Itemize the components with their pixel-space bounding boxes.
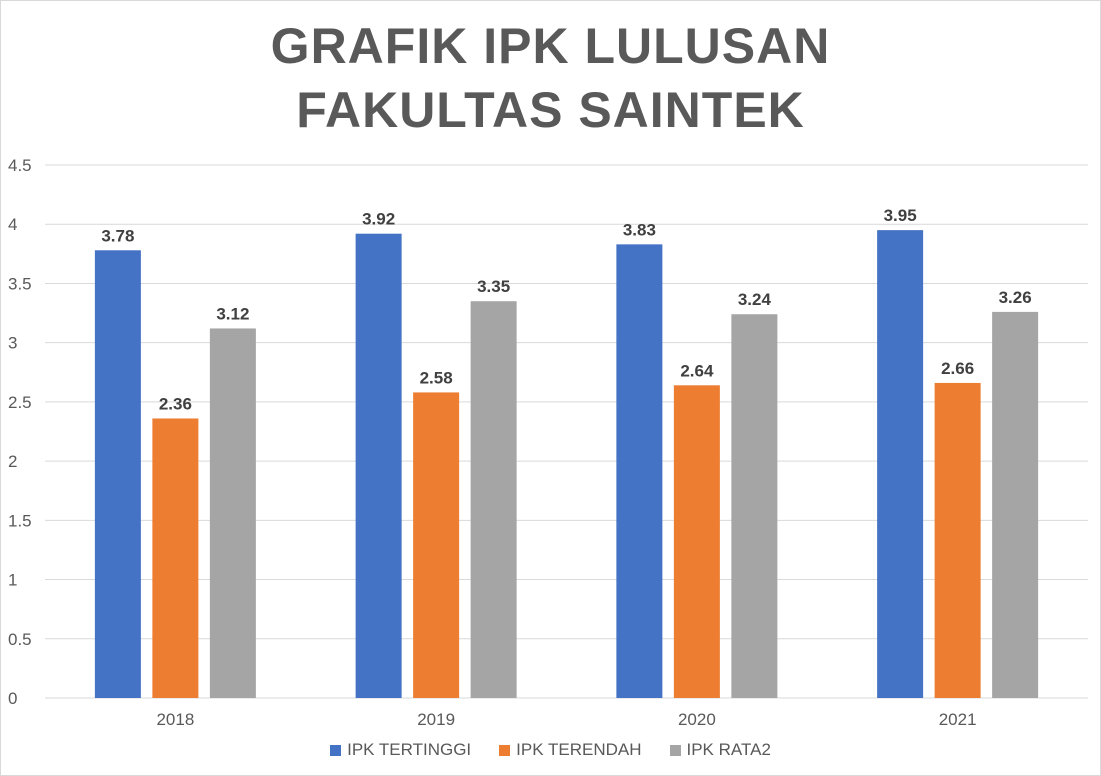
data-label: 3.83	[623, 220, 656, 239]
bar	[413, 392, 460, 698]
bar	[934, 382, 981, 698]
data-label: 2.64	[680, 361, 714, 380]
bar	[992, 311, 1039, 698]
chart-title: GRAFIK IPK LULUSAN FAKULTAS SAINTEK	[0, 14, 1101, 142]
x-tick-label: 2018	[156, 710, 194, 729]
y-tick-label: 0.5	[8, 630, 32, 649]
legend-swatch	[499, 744, 511, 756]
gridlines	[45, 164, 1088, 699]
data-label: 3.95	[884, 206, 917, 225]
data-label: 2.58	[420, 368, 453, 387]
bar	[877, 230, 924, 698]
legend-swatch	[330, 744, 342, 756]
bar	[731, 314, 778, 698]
y-tick-label: 1	[8, 571, 17, 590]
y-tick-label: 3	[8, 334, 17, 353]
data-label: 3.12	[216, 304, 249, 323]
y-tick-label: 4.5	[8, 156, 32, 175]
x-axis-ticks: 2018 2019 2020 2021	[156, 710, 976, 729]
y-tick-label: 1.5	[8, 511, 32, 530]
bar	[616, 244, 663, 698]
x-tick-label: 2019	[417, 710, 455, 729]
data-label: 3.26	[999, 288, 1032, 307]
legend-label: IPK TERENDAH	[516, 740, 642, 759]
y-axis-ticks: 0 0.5 1 1.5 2 2.5 3 3.5 4 4.5	[8, 156, 32, 708]
legend-item: IPK RATA2	[669, 740, 771, 760]
y-tick-label: 2.5	[8, 393, 32, 412]
legend-item: IPK TERTINGGI	[330, 740, 471, 760]
data-label: 2.36	[159, 394, 192, 413]
bar	[355, 233, 402, 698]
bar	[470, 301, 517, 698]
x-tick-label: 2021	[939, 710, 977, 729]
legend-label: IPK RATA2	[686, 740, 771, 759]
y-tick-label: 0	[8, 689, 17, 708]
chart-title-line-1: GRAFIK IPK LULUSAN	[270, 18, 831, 74]
data-label: 3.78	[101, 226, 134, 245]
x-tick-label: 2020	[678, 710, 716, 729]
data-label: 2.66	[941, 359, 974, 378]
chart-title-line-2: FAKULTAS SAINTEK	[296, 82, 805, 138]
y-tick-label: 3.5	[8, 274, 32, 293]
bar	[152, 418, 199, 698]
chart-legend: IPK TERTINGGI IPK TERENDAH IPK RATA2	[0, 740, 1101, 760]
y-tick-label: 4	[8, 215, 17, 234]
bar	[673, 385, 720, 698]
data-labels: 3.78 2.36 3.12 3.92 2.58 3.35 3.83 2.64 3.24 3.95…	[101, 206, 1031, 413]
legend-item: IPK TERENDAH	[499, 740, 642, 760]
legend-label: IPK TERTINGGI	[347, 740, 472, 759]
legend-swatch	[669, 744, 681, 756]
bar	[209, 328, 256, 698]
bars	[94, 230, 1039, 698]
y-tick-label: 2	[8, 452, 17, 471]
data-label: 3.24	[738, 290, 772, 309]
bar	[94, 250, 141, 698]
data-label: 3.35	[477, 277, 510, 296]
data-label: 3.92	[362, 210, 395, 229]
